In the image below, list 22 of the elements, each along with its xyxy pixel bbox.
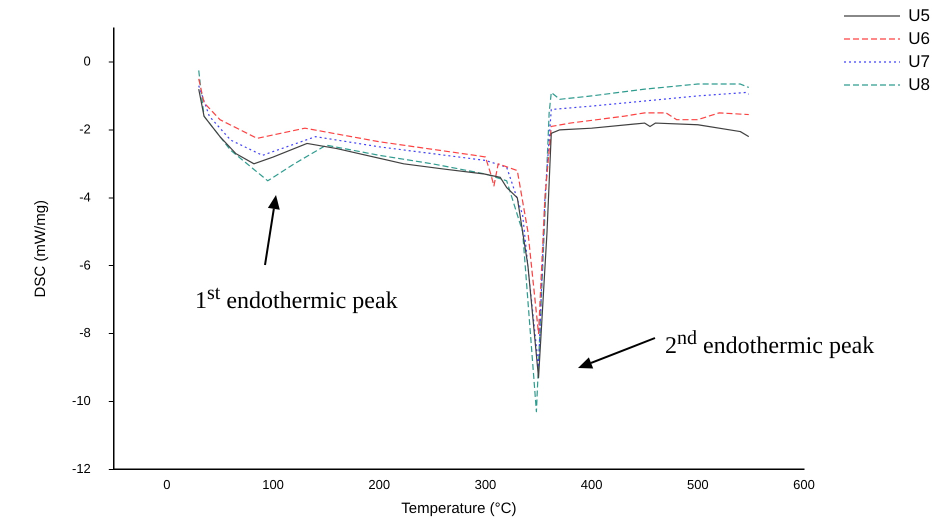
legend-label: U8 — [908, 74, 930, 96]
y-tick-label: -8 — [79, 325, 91, 340]
legend-label: U7 — [908, 51, 930, 73]
x-tick-label: 500 — [686, 476, 709, 492]
x-tick-label: 100 — [262, 476, 284, 492]
x-axis-title: Temperature (°C) — [401, 500, 516, 518]
x-tick-label: 300 — [474, 476, 496, 492]
y-axis-title: DSC (mW/mg) — [32, 200, 50, 298]
x-tick-label: 0 — [163, 476, 170, 492]
y-tick-label: -12 — [72, 460, 91, 476]
x-tick-label: 400 — [580, 476, 602, 492]
legend-label: U6 — [908, 28, 930, 50]
annotation: 2$^{nd}$ endothermic peak — [665, 327, 874, 360]
annotation: 1$^{st}$ endothermic peak — [195, 282, 398, 315]
x-tick-label: 200 — [368, 476, 390, 492]
y-tick-label: -4 — [79, 189, 91, 204]
y-tick-label: 0 — [84, 54, 91, 69]
y-tick-label: -6 — [79, 257, 91, 272]
y-tick-label: -2 — [79, 121, 91, 136]
y-tick-label: -10 — [72, 393, 91, 408]
legend-label: U5 — [908, 5, 930, 27]
x-tick-label: 600 — [793, 476, 815, 492]
